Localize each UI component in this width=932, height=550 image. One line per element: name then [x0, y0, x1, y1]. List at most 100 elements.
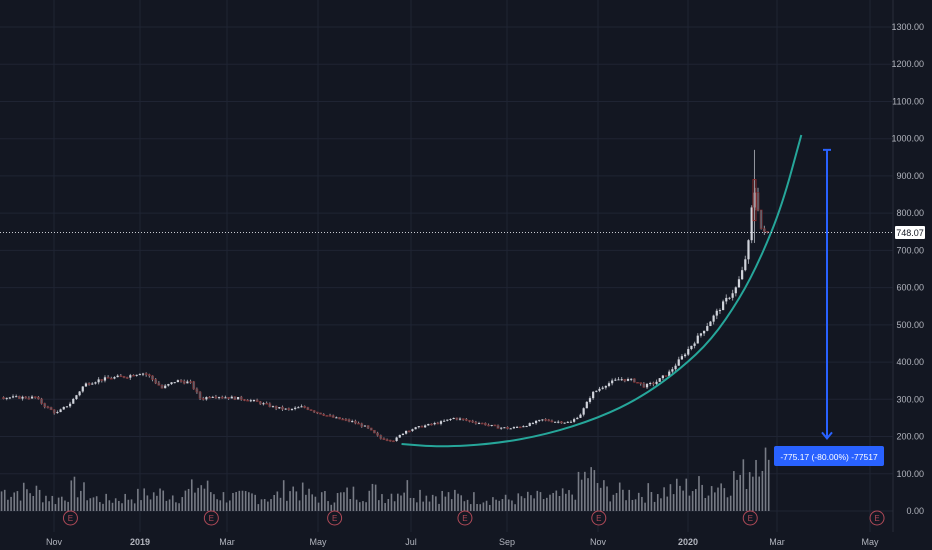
candle-body: [351, 421, 354, 423]
candle-body: [220, 396, 224, 399]
volume-bar: [438, 503, 440, 511]
volume-bar: [273, 494, 275, 511]
volume-bar: [257, 504, 260, 511]
volume-bar: [70, 480, 73, 511]
candle-body: [306, 407, 310, 410]
volume-bar: [428, 501, 431, 511]
volume-bar: [555, 490, 558, 511]
volume-bar: [755, 459, 757, 511]
candle-body: [151, 375, 154, 380]
price-axis[interactable]: 0.00 100.00 200.00 300.00 400.00 500.00 600.00…: [891, 22, 924, 516]
candle-body: [750, 207, 753, 241]
volume-bar: [539, 492, 542, 511]
volume-bar: [175, 502, 177, 511]
volume-bar: [301, 482, 304, 511]
volume-bar: [108, 500, 111, 511]
candle-body: [214, 396, 218, 399]
volume-bar: [466, 499, 469, 511]
candle-body: [725, 297, 728, 302]
volume-bar: [469, 504, 472, 511]
candle-body: [81, 386, 84, 392]
volume-bar: [86, 500, 88, 511]
volume-bar: [330, 504, 333, 511]
volume-bar: [165, 500, 168, 511]
candle-body: [208, 396, 211, 399]
candle-body: [347, 419, 351, 422]
volume-bar: [187, 488, 190, 511]
candle-body: [170, 382, 173, 385]
volume-bar: [203, 488, 206, 511]
volume-bar: [60, 496, 63, 511]
candle-body: [756, 192, 760, 211]
measure-tool[interactable]: -775.17 (-80.00%) -77517: [774, 148, 884, 466]
candle-body: [103, 377, 107, 381]
candle-body: [24, 396, 28, 399]
candle-body: [84, 383, 88, 387]
candle-body: [598, 388, 601, 391]
candle-body: [405, 430, 408, 434]
candle-body: [458, 418, 462, 420]
volume-bar: [149, 499, 152, 511]
volume-bar: [99, 502, 101, 511]
volume-bar: [476, 503, 478, 511]
earnings-marker[interactable]: [591, 510, 607, 526]
candle-body: [630, 378, 633, 380]
candle-body: [766, 231, 769, 233]
last-price-label: 748.07: [895, 226, 925, 239]
candle-body: [534, 420, 538, 424]
candle-body: [189, 381, 192, 383]
candle-body: [427, 423, 430, 426]
earnings-marker[interactable]: [742, 510, 758, 526]
candle-body: [154, 379, 158, 384]
candle-body: [281, 406, 284, 410]
volume-bar: [650, 491, 653, 511]
volume-bar: [235, 492, 237, 511]
volume-bar: [343, 492, 345, 511]
volume-bar: [83, 482, 85, 511]
earnings-marker[interactable]: [457, 510, 473, 526]
volume-bar: [536, 490, 539, 511]
earnings-marker[interactable]: [327, 510, 343, 526]
candle-body: [461, 418, 465, 420]
candle-body: [100, 379, 104, 381]
candle-body: [633, 378, 636, 383]
volume-bar: [219, 500, 222, 511]
candle-body: [407, 430, 411, 433]
earnings-marker[interactable]: [62, 510, 78, 526]
volume-bar: [695, 489, 697, 511]
candle-body: [464, 419, 468, 421]
candle-body: [741, 270, 744, 280]
candle-body: [436, 422, 440, 425]
volume-bar: [248, 492, 250, 511]
candle-body: [515, 426, 519, 428]
candle-body: [33, 396, 37, 398]
volume-bar: [194, 492, 196, 511]
volume-bar: [526, 491, 529, 511]
volume-bar: [349, 499, 352, 511]
earnings-marker[interactable]: [203, 510, 219, 526]
volume-bar: [479, 504, 482, 511]
candle-body: [623, 378, 627, 382]
candle-body: [430, 423, 433, 426]
volume-bar: [609, 501, 612, 511]
candle-body: [718, 310, 722, 312]
candle-body: [443, 420, 446, 422]
volume-bar: [336, 493, 339, 511]
volume-bar: [38, 489, 41, 511]
volume-bar: [488, 504, 491, 511]
candle-body: [715, 310, 718, 316]
volume-bar: [200, 485, 203, 511]
candle-body: [360, 423, 364, 427]
candle-body: [566, 421, 569, 423]
candle-body: [65, 406, 69, 408]
candle-body: [414, 427, 417, 430]
volume-bar: [599, 487, 602, 511]
volume-bar: [371, 483, 374, 511]
candle-body: [357, 422, 360, 425]
time-axis[interactable]: Nov 2019 Mar May Jul Sep Nov 2020 Mar May: [46, 537, 879, 547]
parabolic-curve[interactable]: [401, 134, 803, 448]
volume-bar: [416, 502, 418, 511]
candle-body: [645, 383, 649, 388]
earnings-marker[interactable]: [869, 510, 885, 526]
